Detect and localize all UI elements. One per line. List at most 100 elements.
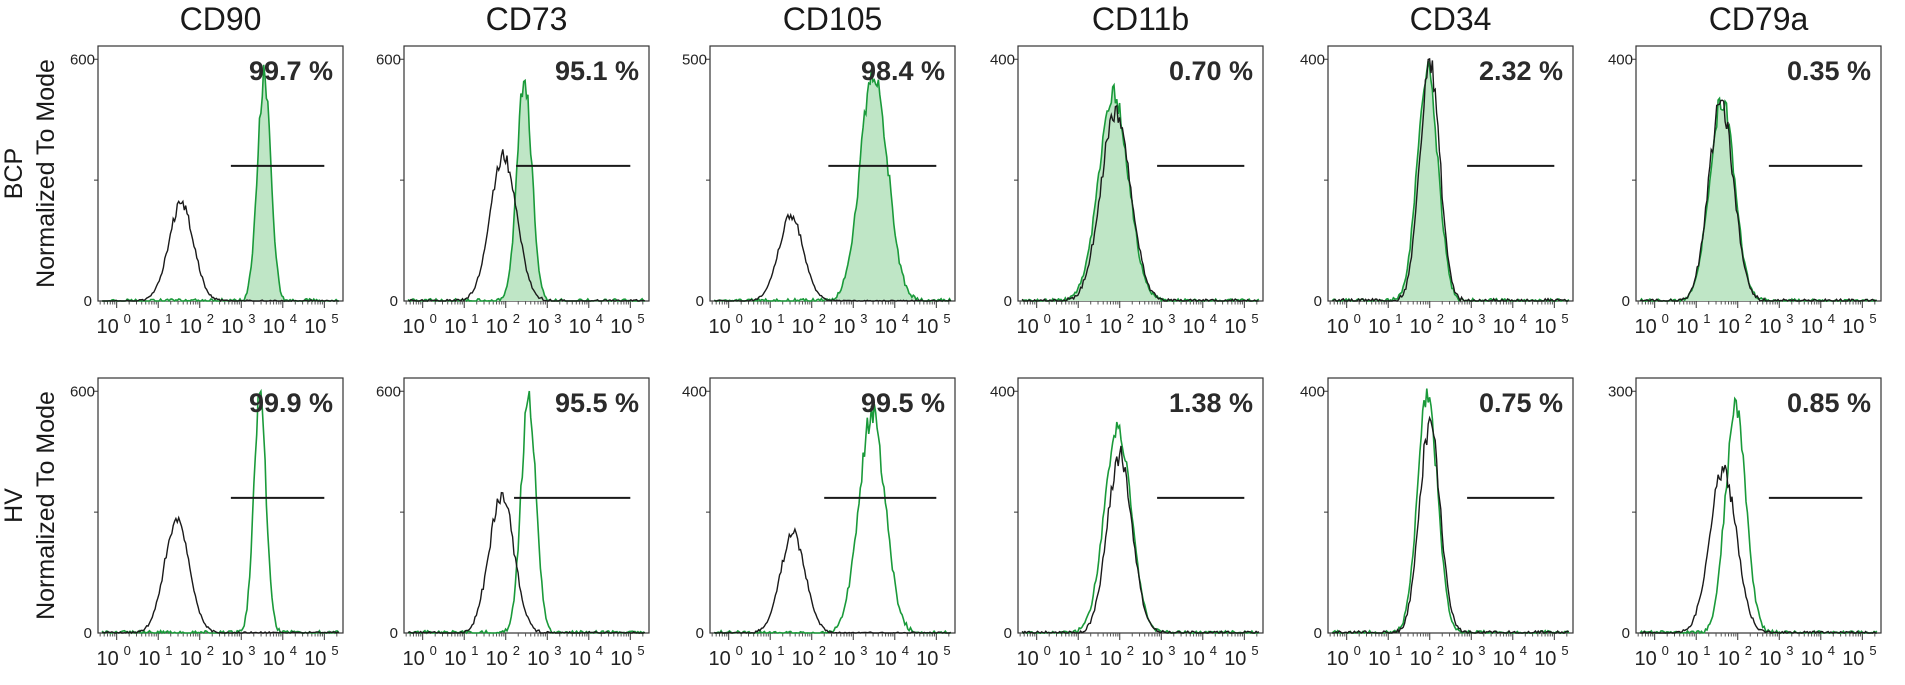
x-tick-label-exponent: 3 (1168, 311, 1175, 326)
x-tick-label-exponent: 5 (1251, 311, 1258, 326)
marker-title-cd105: CD105 (783, 1, 883, 37)
x-tick-label-exponent: 3 (1478, 643, 1485, 658)
x-tick-label-exponent: 0 (1662, 643, 1669, 658)
x-tick-label-exponent: 2 (1437, 311, 1444, 326)
x-tick-label-base: 10 (444, 316, 466, 338)
stained-histogram-line (1331, 388, 1570, 635)
x-tick-label-exponent: 2 (207, 311, 214, 326)
y-tick-zero: 0 (390, 293, 398, 310)
x-tick-label-exponent: 3 (554, 311, 561, 326)
x-tick-label-base: 10 (1141, 316, 1163, 338)
y-tick-max: 600 (70, 383, 95, 400)
x-tick-label-exponent: 5 (1561, 643, 1568, 658)
x-tick-label-exponent: 4 (596, 311, 603, 326)
x-tick-label-base: 10 (1759, 316, 1781, 338)
percent-positive-label: 0.35 % (1787, 56, 1871, 86)
y-tick-max: 400 (990, 51, 1015, 68)
y-tick-zero: 0 (1314, 293, 1322, 310)
stained-histogram-line (407, 390, 646, 635)
x-tick-label-base: 10 (1676, 316, 1698, 338)
x-tick-label-base: 10 (709, 316, 731, 338)
x-tick-label-base: 10 (1327, 316, 1349, 338)
x-tick-label-exponent: 2 (513, 643, 520, 658)
x-tick-label-base: 10 (1017, 648, 1039, 670)
stained-histogram-line (713, 68, 952, 303)
x-tick-label-exponent: 5 (637, 643, 644, 658)
stained-histogram-fill (1332, 60, 1569, 302)
x-tick-label-base: 10 (138, 648, 160, 670)
y-tick-max: 400 (1300, 383, 1325, 400)
histogram-panel: 0 600 10 0 10 1 10 2 10 3 10 4 10 5 95.5 % (376, 377, 650, 670)
x-tick-label-base: 10 (1801, 316, 1823, 338)
x-tick-label-base: 10 (403, 648, 425, 670)
x-tick-label-exponent: 3 (860, 311, 867, 326)
x-tick-label-base: 10 (403, 316, 425, 338)
stained-histogram-line (1639, 396, 1878, 635)
x-tick-label-exponent: 5 (1869, 311, 1876, 326)
percent-positive-label: 0.75 % (1479, 388, 1563, 418)
x-tick-label-base: 10 (1100, 648, 1122, 670)
x-tick-label-exponent: 4 (1210, 643, 1217, 658)
y-tick-zero: 0 (390, 625, 398, 642)
x-tick-label-exponent: 2 (207, 643, 214, 658)
stained-histogram-line (1021, 421, 1259, 635)
y-tick-zero: 0 (696, 293, 704, 310)
x-tick-label-base: 10 (486, 316, 508, 338)
x-tick-label-base: 10 (1058, 316, 1080, 338)
stained-histogram-line (714, 403, 951, 635)
x-tick-label-base: 10 (486, 648, 508, 670)
stained-histogram-line (102, 64, 339, 303)
x-tick-label-base: 10 (221, 648, 243, 670)
control-histogram-line (1331, 57, 1570, 303)
x-tick-label-exponent: 1 (1085, 311, 1092, 326)
row-label-bcp: BCP (0, 148, 28, 199)
y-tick-max: 400 (1300, 51, 1325, 68)
histogram-panel: 0 400 10 0 10 1 10 2 10 3 10 4 10 5 0.75 % (1300, 377, 1574, 670)
percent-positive-label: 0.85 % (1787, 388, 1871, 418)
x-tick-label-exponent: 3 (1786, 643, 1793, 658)
y-tick-zero: 0 (84, 293, 92, 310)
x-tick-label-base: 10 (916, 648, 938, 670)
x-tick-label-exponent: 0 (736, 311, 743, 326)
x-tick-label-base: 10 (1327, 648, 1349, 670)
percent-positive-label: 2.32 % (1479, 56, 1563, 86)
marker-title-cd90: CD90 (180, 1, 262, 37)
percent-positive-label: 98.4 % (861, 56, 945, 86)
histogram-panel: 0 400 10 0 10 1 10 2 10 3 10 4 10 5 99.5 % (682, 377, 956, 670)
x-tick-label-exponent: 1 (165, 311, 172, 326)
x-tick-label-exponent: 3 (1786, 311, 1793, 326)
x-tick-label-exponent: 2 (819, 311, 826, 326)
x-tick-label-base: 10 (1451, 648, 1473, 670)
x-tick-label-base: 10 (1635, 316, 1657, 338)
percent-positive-label: 1.38 % (1169, 388, 1253, 418)
y-tick-zero: 0 (1314, 625, 1322, 642)
x-tick-label-base: 10 (709, 648, 731, 670)
row-label-hv: HV (0, 488, 28, 523)
x-tick-label-exponent: 0 (1044, 311, 1051, 326)
x-tick-label-base: 10 (1224, 316, 1246, 338)
x-tick-label-base: 10 (1676, 648, 1698, 670)
y-tick-zero: 0 (1622, 293, 1630, 310)
marker-titles: CD90 CD73 CD105 CD11b CD34 CD79a (180, 1, 1809, 37)
percent-positive-label: 0.70 % (1169, 56, 1253, 86)
x-tick-label-exponent: 2 (819, 643, 826, 658)
x-tick-label-exponent: 5 (1561, 311, 1568, 326)
x-tick-label-exponent: 5 (1869, 643, 1876, 658)
x-tick-label-exponent: 4 (1520, 311, 1527, 326)
x-tick-label-base: 10 (833, 648, 855, 670)
x-tick-label-base: 10 (97, 316, 119, 338)
x-tick-label-base: 10 (1718, 316, 1740, 338)
plot-frame (1635, 377, 1882, 634)
marker-title-cd11b: CD11b (1092, 1, 1189, 37)
x-tick-label-base: 10 (875, 316, 897, 338)
stained-histogram-fill (1640, 98, 1877, 301)
x-tick-label-base: 10 (304, 316, 326, 338)
x-tick-label-exponent: 0 (1354, 311, 1361, 326)
x-tick-label-base: 10 (97, 648, 119, 670)
y-tick-max: 500 (682, 51, 707, 68)
x-tick-label-base: 10 (792, 316, 814, 338)
control-histogram-line (407, 149, 646, 303)
control-histogram-line (407, 491, 646, 634)
x-tick-label-base: 10 (527, 316, 549, 338)
